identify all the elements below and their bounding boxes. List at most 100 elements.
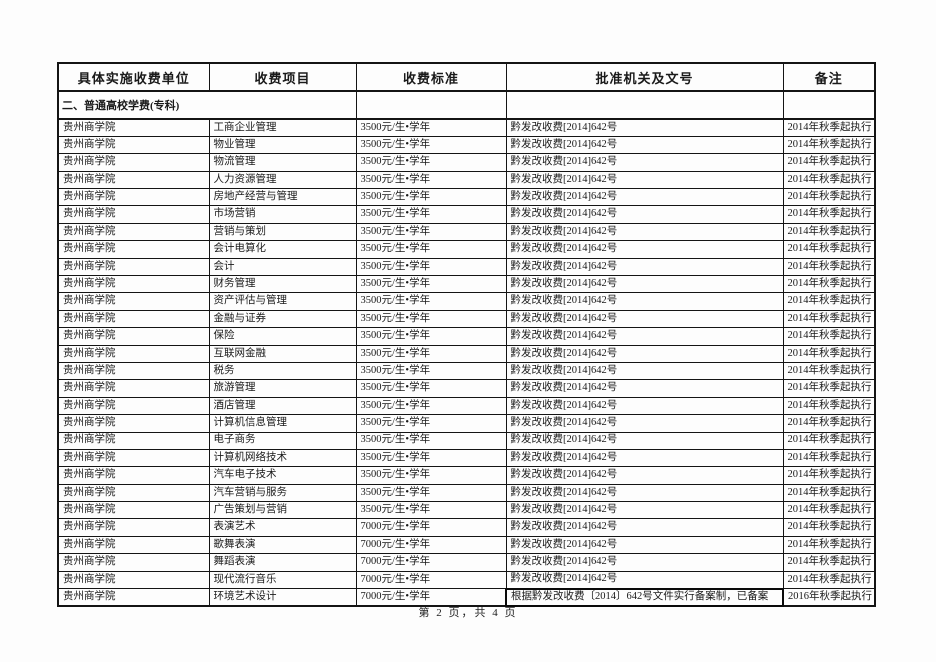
cell-approval: 黔发改收费[2014]642号 bbox=[505, 188, 784, 207]
cell-approval: 黔发改收费[2014]642号 bbox=[505, 483, 784, 503]
cell-approval: 黔发改收费[2014]642号 bbox=[505, 361, 784, 381]
cell-item: 广告策划与营销 bbox=[208, 501, 357, 520]
cell-remark: 2014年秋季起执行 bbox=[782, 327, 876, 346]
table-row: 贵州商学院 会计 3500元/生•学年 黔发改收费[2014]642号 2014… bbox=[57, 257, 876, 277]
cell-unit: 贵州商学院 bbox=[57, 153, 210, 172]
table-row: 贵州商学院 广告策划与营销 3500元/生•学年 黔发改收费[2014]642号… bbox=[57, 501, 876, 520]
cell-remark: 2014年秋季起执行 bbox=[782, 535, 876, 555]
cell-fee: 3500元/生•学年 bbox=[355, 501, 507, 520]
cell-item: 汽车电子技术 bbox=[208, 466, 357, 485]
section-empty-cell bbox=[505, 90, 784, 120]
table-row: 贵州商学院 会计电算化 3500元/生•学年 黔发改收费[2014]642号 2… bbox=[57, 240, 876, 259]
cell-remark: 2014年秋季起执行 bbox=[782, 205, 876, 224]
cell-unit: 贵州商学院 bbox=[57, 588, 210, 607]
page-number-footer: 第 2 页，共 4 页 bbox=[418, 607, 518, 619]
cell-unit: 贵州商学院 bbox=[57, 240, 210, 259]
cell-remark: 2014年秋季起执行 bbox=[782, 344, 876, 363]
table-row: 贵州商学院 计算机网络技术 3500元/生•学年 黔发改收费[2014]642号… bbox=[57, 448, 876, 468]
cell-unit: 贵州商学院 bbox=[57, 448, 210, 468]
cell-approval: 黔发改收费[2014]642号 bbox=[505, 414, 784, 433]
cell-unit: 贵州商学院 bbox=[57, 309, 210, 329]
table-row: 贵州商学院 表演艺术 7000元/生•学年 黔发改收费[2014]642号 20… bbox=[57, 518, 876, 537]
cell-approval: 黔发改收费[2014]642号 bbox=[505, 396, 784, 416]
cell-fee: 3500元/生•学年 bbox=[355, 170, 507, 190]
cell-fee: 3500元/生•学年 bbox=[355, 222, 507, 242]
cell-approval: 黔发改收费[2014]642号 bbox=[505, 431, 784, 450]
cell-item: 舞蹈表演 bbox=[208, 553, 357, 572]
table-row: 贵州商学院 资产评估与管理 3500元/生•学年 黔发改收费[2014]642号… bbox=[57, 292, 876, 311]
table-row: 贵州商学院 互联网金融 3500元/生•学年 黔发改收费[2014]642号 2… bbox=[57, 344, 876, 363]
cell-remark: 2014年秋季起执行 bbox=[782, 275, 876, 294]
header-row: 具体实施收费单位 收费项目 收费标准 批准机关及文号 备注 bbox=[57, 62, 876, 92]
table-row: 贵州商学院 营销与策划 3500元/生•学年 黔发改收费[2014]642号 2… bbox=[57, 222, 876, 242]
cell-unit: 贵州商学院 bbox=[57, 535, 210, 555]
cell-remark: 2014年秋季起执行 bbox=[782, 518, 876, 537]
cell-fee: 3500元/生•学年 bbox=[355, 205, 507, 224]
cell-item: 计算机信息管理 bbox=[208, 414, 357, 433]
cell-unit: 贵州商学院 bbox=[57, 292, 210, 311]
cell-remark: 2014年秋季起执行 bbox=[782, 118, 876, 137]
cell-unit: 贵州商学院 bbox=[57, 466, 210, 485]
cell-fee: 3500元/生•学年 bbox=[355, 414, 507, 433]
cell-approval: 黔发改收费[2014]642号 bbox=[505, 570, 784, 590]
cell-approval: 黔发改收费[2014]642号 bbox=[505, 448, 784, 468]
cell-unit: 贵州商学院 bbox=[57, 396, 210, 416]
cell-unit: 贵州商学院 bbox=[57, 414, 210, 433]
cell-unit: 贵州商学院 bbox=[57, 118, 210, 137]
table-row: 贵州商学院 汽车营销与服务 3500元/生•学年 黔发改收费[2014]642号… bbox=[57, 483, 876, 503]
table-row: 贵州商学院 财务管理 3500元/生•学年 黔发改收费[2014]642号 20… bbox=[57, 275, 876, 294]
cell-fee: 3500元/生•学年 bbox=[355, 240, 507, 259]
cell-remark: 2014年秋季起执行 bbox=[782, 135, 876, 155]
cell-item: 汽车营销与服务 bbox=[208, 483, 357, 503]
cell-item: 财务管理 bbox=[208, 275, 357, 294]
cell-approval: 黔发改收费[2014]642号 bbox=[505, 135, 784, 155]
table-row: 贵州商学院 舞蹈表演 7000元/生•学年 黔发改收费[2014]642号 20… bbox=[57, 553, 876, 572]
cell-approval: 黔发改收费[2014]642号 bbox=[505, 327, 784, 346]
cell-fee: 3500元/生•学年 bbox=[355, 309, 507, 329]
cell-approval: 黔发改收费[2014]642号 bbox=[505, 257, 784, 277]
cell-approval: 黔发改收费[2014]642号 bbox=[505, 553, 784, 572]
cell-remark: 2014年秋季起执行 bbox=[782, 553, 876, 572]
cell-approval: 根据黔发改收费〔2014〕642号文件实行备案制，已备案 bbox=[505, 587, 784, 607]
cell-approval: 黔发改收费[2014]642号 bbox=[505, 379, 784, 398]
cell-remark: 2014年秋季起执行 bbox=[782, 188, 876, 207]
cell-unit: 贵州商学院 bbox=[57, 553, 210, 572]
table-row: 贵州商学院 酒店管理 3500元/生•学年 黔发改收费[2014]642号 20… bbox=[57, 396, 876, 416]
cell-fee: 3500元/生•学年 bbox=[355, 379, 507, 398]
cell-item: 环境艺术设计 bbox=[208, 588, 357, 607]
header-approval: 批准机关及文号 bbox=[505, 62, 784, 92]
cell-approval: 黔发改收费[2014]642号 bbox=[505, 275, 784, 294]
section-row: 二、普通高校学费(专科) bbox=[57, 90, 876, 120]
cell-approval: 黔发改收费[2014]642号 bbox=[505, 309, 784, 329]
cell-remark: 2014年秋季起执行 bbox=[782, 257, 876, 277]
cell-remark: 2014年秋季起执行 bbox=[782, 153, 876, 172]
cell-approval: 黔发改收费[2014]642号 bbox=[505, 501, 784, 520]
table-row: 贵州商学院 税务 3500元/生•学年 黔发改收费[2014]642号 2014… bbox=[57, 361, 876, 381]
cell-unit: 贵州商学院 bbox=[57, 327, 210, 346]
header-item: 收费项目 bbox=[208, 62, 357, 92]
table-row: 贵州商学院 电子商务 3500元/生•学年 黔发改收费[2014]642号 20… bbox=[57, 431, 876, 450]
cell-item: 营销与策划 bbox=[208, 222, 357, 242]
cell-remark: 2016年秋季起执行 bbox=[782, 588, 876, 607]
table-row: 贵州商学院 计算机信息管理 3500元/生•学年 黔发改收费[2014]642号… bbox=[57, 414, 876, 433]
table-row: 贵州商学院 物流管理 3500元/生•学年 黔发改收费[2014]642号 20… bbox=[57, 153, 876, 172]
cell-remark: 2014年秋季起执行 bbox=[782, 414, 876, 433]
table-header: 具体实施收费单位 收费项目 收费标准 批准机关及文号 备注 二、普通高校学费(专… bbox=[57, 62, 876, 120]
cell-item: 金融与证券 bbox=[208, 309, 357, 329]
header-unit: 具体实施收费单位 bbox=[57, 62, 210, 92]
cell-fee: 7000元/生•学年 bbox=[355, 535, 507, 555]
table-row: 贵州商学院 房地产经营与管理 3500元/生•学年 黔发改收费[2014]642… bbox=[57, 188, 876, 207]
cell-fee: 7000元/生•学年 bbox=[355, 588, 507, 607]
cell-unit: 贵州商学院 bbox=[57, 170, 210, 190]
cell-remark: 2014年秋季起执行 bbox=[782, 570, 876, 590]
cell-fee: 3500元/生•学年 bbox=[355, 466, 507, 485]
cell-unit: 贵州商学院 bbox=[57, 570, 210, 590]
cell-unit: 贵州商学院 bbox=[57, 361, 210, 381]
table-row: 贵州商学院 保险 3500元/生•学年 黔发改收费[2014]642号 2014… bbox=[57, 327, 876, 346]
cell-remark: 2014年秋季起执行 bbox=[782, 396, 876, 416]
table-row: 贵州商学院 旅游管理 3500元/生•学年 黔发改收费[2014]642号 20… bbox=[57, 379, 876, 398]
cell-approval: 黔发改收费[2014]642号 bbox=[505, 205, 784, 224]
cell-unit: 贵州商学院 bbox=[57, 257, 210, 277]
cell-approval: 黔发改收费[2014]642号 bbox=[505, 240, 784, 259]
cell-unit: 贵州商学院 bbox=[57, 135, 210, 155]
